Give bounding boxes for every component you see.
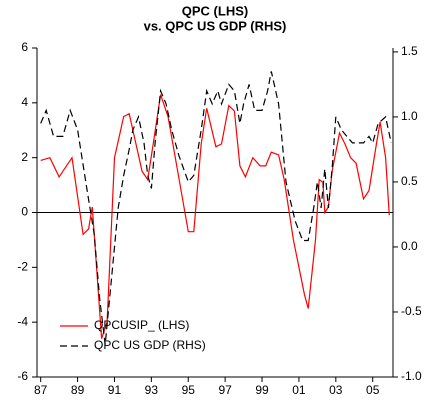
series-line xyxy=(40,71,392,345)
legend-label: QPC US GDP (RHS) xyxy=(94,338,206,352)
y-tick-label: -2 xyxy=(17,260,28,274)
x-tick-label: 87 xyxy=(34,383,48,397)
y-tick-label: -6 xyxy=(17,369,28,383)
x-tick-label: 97 xyxy=(218,383,232,397)
x-tick-label: 89 xyxy=(71,383,85,397)
y2-tick-label: -0.5 xyxy=(401,304,422,318)
x-tick-label: 99 xyxy=(255,383,269,397)
y-tick-label: 2 xyxy=(21,150,28,164)
y2-tick-label: 1.0 xyxy=(401,109,418,123)
x-tick-label: 03 xyxy=(329,383,343,397)
y2-tick-label: -1.0 xyxy=(401,369,422,383)
x-tick-label: 01 xyxy=(292,383,306,397)
x-tick-label: 05 xyxy=(366,383,380,397)
y-tick-label: -4 xyxy=(17,314,28,328)
y2-tick-label: 0.0 xyxy=(401,239,418,253)
chart-subtitle: vs. QPC US GDP (RHS) xyxy=(144,18,287,33)
y-tick-label: 0 xyxy=(21,205,28,219)
legend-label: QPCUSIP_ (LHS) xyxy=(94,318,189,332)
series-line xyxy=(40,94,390,339)
y-tick-label: 6 xyxy=(21,40,28,54)
x-tick-label: 93 xyxy=(145,383,159,397)
x-tick-label: 95 xyxy=(182,383,196,397)
y2-tick-label: 1.5 xyxy=(401,44,418,58)
chart-title: QPC (LHS) xyxy=(182,3,248,18)
y-tick-label: 4 xyxy=(21,95,28,109)
x-tick-label: 91 xyxy=(108,383,122,397)
y2-tick-label: 0.5 xyxy=(401,174,418,188)
